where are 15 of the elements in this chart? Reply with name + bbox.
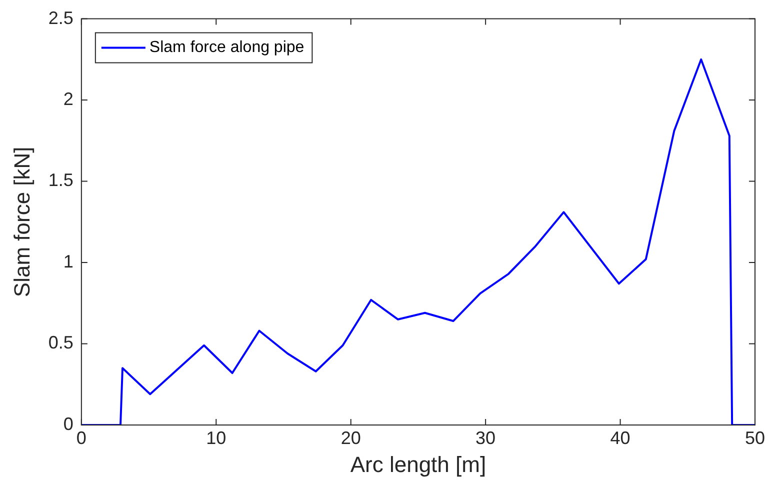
y-tick-label: 1.5 <box>48 170 74 190</box>
x-tick-label: 30 <box>476 428 496 448</box>
y-tick-label: 2.5 <box>48 8 74 28</box>
x-tick-label: 10 <box>206 428 226 448</box>
y-tick-label: 0.5 <box>48 332 74 353</box>
legend-label: Slam force along pipe <box>149 39 304 56</box>
x-tick-label: 40 <box>610 428 630 448</box>
x-tick-label: 20 <box>340 428 361 448</box>
x-tick-label: 0 <box>76 428 86 448</box>
y-axis-title: Slam force [kN] <box>9 146 34 298</box>
y-tick-label: 2 <box>63 89 74 110</box>
x-axis-title: Arc length [m] <box>350 452 486 477</box>
x-tick-label: 50 <box>744 428 766 448</box>
y-tick-label: 0 <box>63 414 74 434</box>
y-tick-label: 1 <box>63 251 74 272</box>
